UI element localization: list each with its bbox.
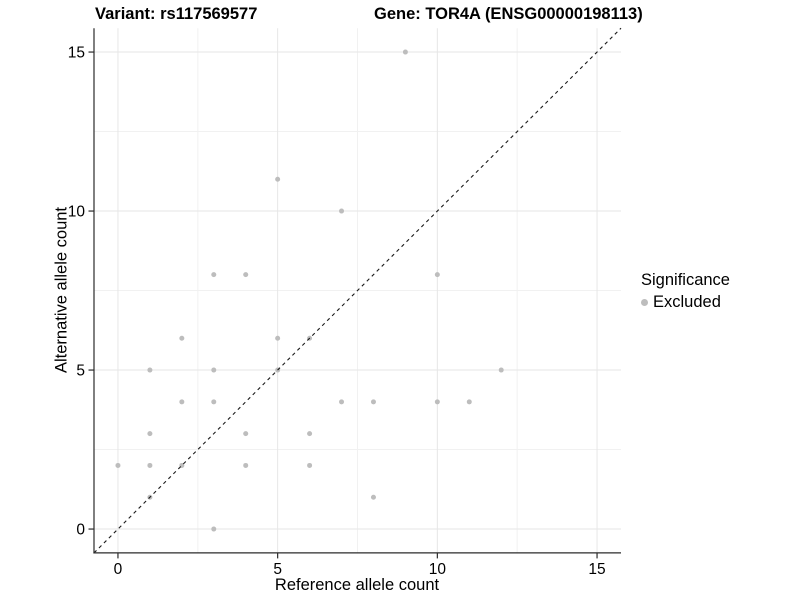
data-point (307, 431, 313, 437)
data-point (211, 526, 217, 532)
data-point (115, 462, 121, 468)
x-tick-label: 5 (273, 561, 282, 578)
data-point (275, 335, 281, 341)
data-point (434, 399, 440, 405)
data-point (243, 462, 249, 468)
variant-title: Variant: rs117569577 (95, 5, 258, 23)
data-point (179, 335, 185, 341)
data-point (147, 462, 153, 468)
data-point (370, 494, 376, 500)
identity-line (93, 27, 622, 554)
legend-item-excluded: Excluded (641, 293, 730, 312)
y-axis-title: Alternative allele count (52, 206, 71, 374)
data-point (211, 399, 217, 405)
data-point (211, 272, 217, 278)
gene-title: Gene: TOR4A (ENSG00000198113) (374, 5, 643, 23)
legend: Significance Excluded (641, 271, 730, 312)
y-tick-label: 5 (76, 363, 85, 380)
data-point (434, 272, 440, 278)
y-tick-label: 15 (68, 45, 85, 62)
data-point (402, 49, 408, 55)
x-axis-title: Reference allele count (274, 576, 440, 594)
y-tick-label: 10 (68, 204, 86, 221)
data-point (243, 431, 249, 437)
data-point (147, 367, 153, 373)
data-point (466, 399, 472, 405)
legend-title: Significance (641, 271, 730, 289)
data-point (370, 399, 376, 405)
data-point (307, 462, 313, 468)
data-point (339, 399, 345, 405)
data-point (275, 176, 281, 182)
data-point (179, 399, 185, 405)
x-tick-label: 15 (588, 561, 605, 578)
x-tick-label: 10 (429, 561, 447, 578)
excluded-circle-icon (641, 299, 648, 306)
x-tick-label: 0 (114, 561, 123, 578)
data-point (211, 367, 217, 373)
data-point (498, 367, 504, 373)
legend-item-label: Excluded (653, 293, 721, 311)
y-tick-label: 0 (76, 522, 85, 539)
data-point (339, 208, 345, 214)
data-point (243, 272, 249, 278)
data-point (147, 431, 153, 437)
